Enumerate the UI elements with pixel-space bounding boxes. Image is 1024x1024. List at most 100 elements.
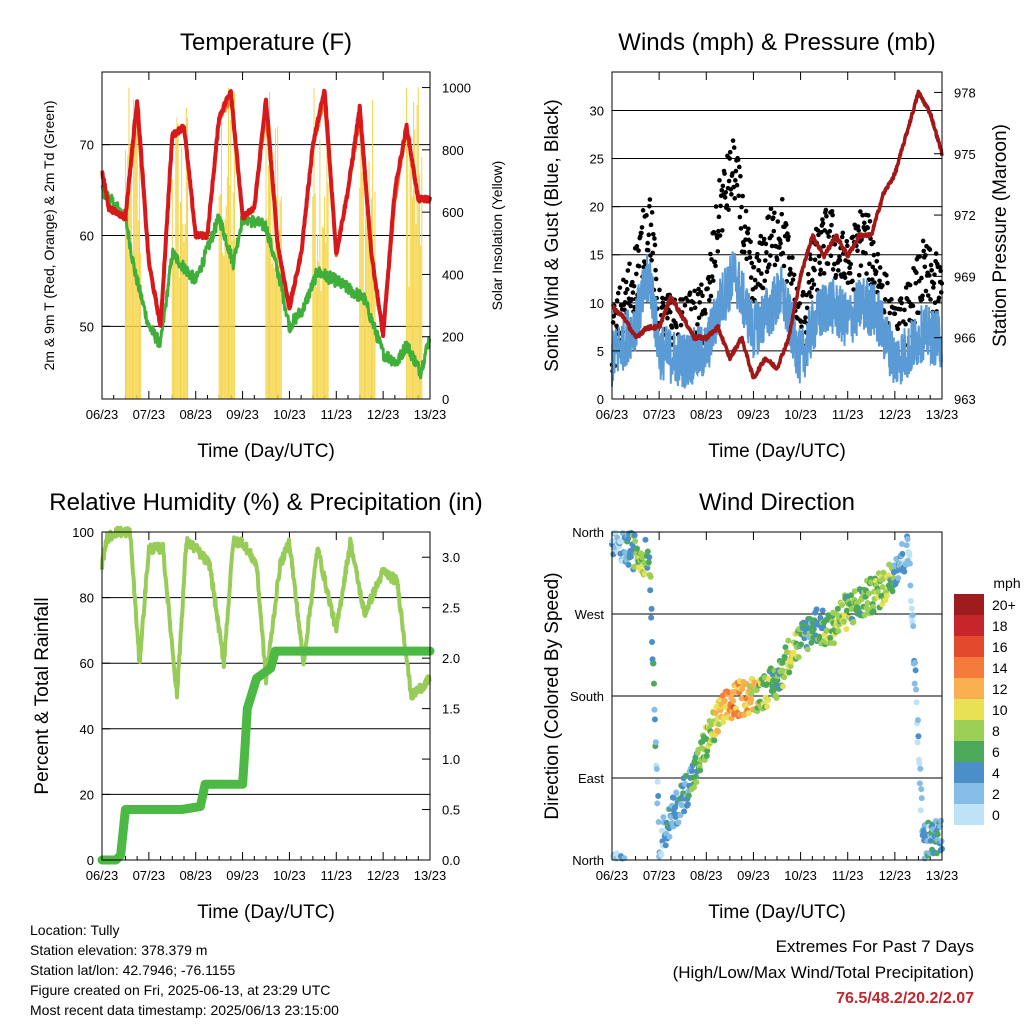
x-tick-label: 12/23 xyxy=(367,868,400,883)
gust-point xyxy=(812,257,818,263)
gust-point xyxy=(800,289,806,295)
gust-point xyxy=(830,212,835,218)
gust-point xyxy=(903,321,908,327)
gust-point xyxy=(717,233,723,238)
direction-point xyxy=(903,542,910,549)
y-tick-label-right: 1000 xyxy=(442,81,471,96)
temperature-ylabel-left: 2m & 9m T (Red, Orange) & 2m Td (Green) xyxy=(41,101,57,371)
gust-point xyxy=(819,229,824,235)
y-tick-label-right: 800 xyxy=(442,143,464,158)
x-tick-label: 09/23 xyxy=(226,407,259,422)
gust-point xyxy=(931,281,937,286)
direction-point xyxy=(765,697,772,704)
gust-point xyxy=(657,287,662,293)
gust-point xyxy=(647,203,652,209)
gust-point xyxy=(828,253,834,259)
temp-2m-series xyxy=(100,88,432,338)
legend-swatch xyxy=(954,615,984,636)
gust-point xyxy=(661,303,666,309)
direction-point xyxy=(658,851,665,858)
gust-point xyxy=(932,300,938,306)
recent-timestamp: Most recent data timestamp: 2025/06/13 2… xyxy=(30,1002,339,1018)
direction-point xyxy=(827,634,834,641)
direction-point xyxy=(914,739,921,746)
extremes-title: Extremes For Past 7 Days xyxy=(775,937,974,956)
y-tick-label-left: 80 xyxy=(80,591,94,606)
direction-point xyxy=(625,535,632,542)
direction-point xyxy=(840,618,847,625)
gust-point xyxy=(646,232,652,238)
x-tick-label: 07/23 xyxy=(133,407,166,422)
gust-point xyxy=(645,240,650,246)
gust-point xyxy=(823,207,829,213)
direction-point xyxy=(692,773,699,780)
x-tick-label: 08/23 xyxy=(179,407,212,422)
gust-point xyxy=(840,230,846,236)
direction-point xyxy=(895,574,902,581)
panel-humidity: Relative Humidity (%) & Precipitation (i… xyxy=(32,489,483,923)
gust-point xyxy=(648,222,654,228)
direction-point xyxy=(899,550,906,557)
gust-point xyxy=(821,271,827,276)
gust-point xyxy=(766,214,772,219)
gust-point xyxy=(899,300,904,306)
gust-point xyxy=(708,293,714,299)
gust-point xyxy=(898,307,903,312)
gust-point xyxy=(732,196,738,201)
extremes-values: 76.5/48.2/20.2/2.07 xyxy=(836,990,974,1007)
y-tick-label-left: 70 xyxy=(80,138,94,153)
y-tick-label-left: 20 xyxy=(80,787,94,802)
extremes-box: Extremes For Past 7 Days (High/Low/Max W… xyxy=(673,934,974,1012)
x-tick-label: 13/23 xyxy=(926,868,959,883)
direction-point xyxy=(907,582,914,589)
gust-point xyxy=(705,286,710,291)
gust-point xyxy=(920,238,926,244)
legend-label: 2 xyxy=(992,786,1000,802)
gust-point xyxy=(919,275,924,281)
gust-point xyxy=(647,197,653,202)
gust-point xyxy=(762,278,768,284)
direction-point xyxy=(745,710,752,717)
gust-point xyxy=(803,315,808,320)
legend-label: 6 xyxy=(992,744,1000,760)
legend-label: 16 xyxy=(992,639,1008,655)
gust-point xyxy=(820,217,825,222)
gust-point xyxy=(634,244,640,249)
direction-point xyxy=(651,716,658,723)
direction-point xyxy=(651,706,658,713)
gust-point xyxy=(742,249,747,255)
winds-ylabel-left: Sonic Wind & Gust (Blue, Black) xyxy=(542,99,563,371)
direction-point xyxy=(697,767,704,774)
humidity-xlabel: Time (Day/UTC) xyxy=(197,902,335,923)
direction-point xyxy=(644,564,651,571)
gust-point xyxy=(719,187,725,193)
legend-label: 20+ xyxy=(992,597,1016,613)
gust-point xyxy=(774,257,780,263)
direction-point xyxy=(864,600,871,607)
y-tick-label-right: 200 xyxy=(442,330,464,345)
x-tick-label: 10/23 xyxy=(273,407,306,422)
direction-point xyxy=(721,697,728,704)
gust-point xyxy=(786,234,791,239)
gust-point xyxy=(858,263,864,268)
legend-label: 12 xyxy=(992,681,1008,697)
x-tick-label: 08/23 xyxy=(690,407,723,422)
gust-point xyxy=(692,288,697,294)
precip-series xyxy=(97,646,435,865)
legend-swatch xyxy=(954,699,984,720)
direction-point xyxy=(770,677,777,684)
direction-point xyxy=(843,607,850,614)
direction-point xyxy=(870,608,877,615)
direction-point xyxy=(691,784,698,791)
gust-point xyxy=(748,275,754,280)
y-tick-label-right: 0 xyxy=(442,392,449,407)
gust-point xyxy=(715,249,721,254)
gust-point xyxy=(747,249,752,255)
gust-point xyxy=(839,234,845,240)
gust-point xyxy=(855,224,861,229)
gust-point xyxy=(768,253,773,258)
x-tick-label: 06/23 xyxy=(86,868,119,883)
direction-point xyxy=(673,790,680,797)
gust-point xyxy=(786,255,792,260)
gust-point xyxy=(771,228,777,234)
